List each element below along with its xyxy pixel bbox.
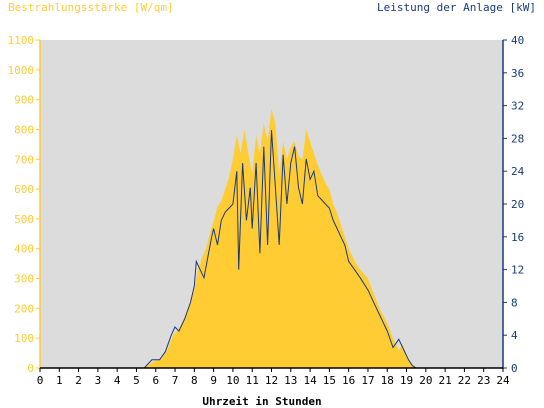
- x-tick-label: 19: [400, 374, 413, 387]
- left-tick-label: 700: [14, 153, 34, 166]
- x-tick-label: 6: [152, 374, 159, 387]
- x-tick-label: 17: [361, 374, 374, 387]
- x-tick-label: 23: [477, 374, 490, 387]
- x-tick-label: 18: [381, 374, 394, 387]
- x-tick-label: 24: [496, 374, 510, 387]
- x-tick-label: 9: [210, 374, 217, 387]
- x-tick-label: 0: [37, 374, 44, 387]
- left-tick-label: 300: [14, 273, 34, 286]
- right-tick-label: 40: [511, 34, 524, 47]
- left-tick-label: 900: [14, 94, 34, 107]
- x-tick-label: 1: [56, 374, 63, 387]
- x-axis-ticks: 0 1 2 3 4 5 6 7 8 9 10 11 12 13 14 15 16 17 18 19 20 21 22 23 24: [37, 368, 510, 387]
- right-tick-label: 4: [511, 329, 518, 342]
- x-tick-label: 7: [172, 374, 179, 387]
- x-tick-label: 21: [439, 374, 452, 387]
- x-tick-label: 5: [133, 374, 140, 387]
- left-axis-title: Bestrahlungsstärke [W/qm]: [8, 1, 174, 14]
- right-tick-label: 16: [511, 231, 524, 244]
- right-tick-label: 36: [511, 67, 524, 80]
- x-tick-label: 14: [303, 374, 317, 387]
- x-tick-label: 15: [323, 374, 336, 387]
- right-axis-title: Leistung der Anlage [kW]: [377, 1, 536, 14]
- left-tick-label: 600: [14, 183, 34, 196]
- right-tick-label: 24: [511, 165, 525, 178]
- x-tick-label: 12: [265, 374, 278, 387]
- x-tick-label: 10: [226, 374, 239, 387]
- right-tick-label: 8: [511, 296, 518, 309]
- x-tick-label: 2: [75, 374, 82, 387]
- left-tick-label: 800: [14, 123, 34, 136]
- x-tick-label: 22: [458, 374, 471, 387]
- irradiance-area: [40, 108, 503, 368]
- right-tick-label: 20: [511, 198, 524, 211]
- left-tick-label: 100: [14, 332, 34, 345]
- power-line: [40, 130, 503, 369]
- x-axis-label: Uhrzeit in Stunden: [202, 395, 321, 408]
- left-axis-ticks: 0 100 200 300 400 500 600 700 800 900 1000 1100: [8, 34, 40, 375]
- x-tick-label: 13: [284, 374, 297, 387]
- left-tick-label: 1000: [8, 64, 35, 77]
- x-tick-label: 20: [419, 374, 432, 387]
- right-tick-label: 0: [511, 362, 518, 375]
- right-tick-label: 28: [511, 132, 524, 145]
- x-tick-label: 8: [191, 374, 198, 387]
- x-tick-label: 16: [342, 374, 355, 387]
- left-tick-label: 200: [14, 302, 34, 315]
- x-tick-label: 3: [95, 374, 102, 387]
- left-tick-label: 500: [14, 213, 34, 226]
- left-tick-label: 400: [14, 243, 34, 256]
- right-tick-label: 12: [511, 264, 524, 277]
- left-tick-label: 0: [27, 362, 34, 375]
- x-tick-label: 4: [114, 374, 121, 387]
- x-tick-label: 11: [246, 374, 259, 387]
- left-tick-label: 1100: [8, 34, 35, 47]
- right-tick-label: 32: [511, 100, 524, 113]
- right-axis-ticks: 0 4 8 12 16 20 24 28 32 36 40: [503, 34, 525, 375]
